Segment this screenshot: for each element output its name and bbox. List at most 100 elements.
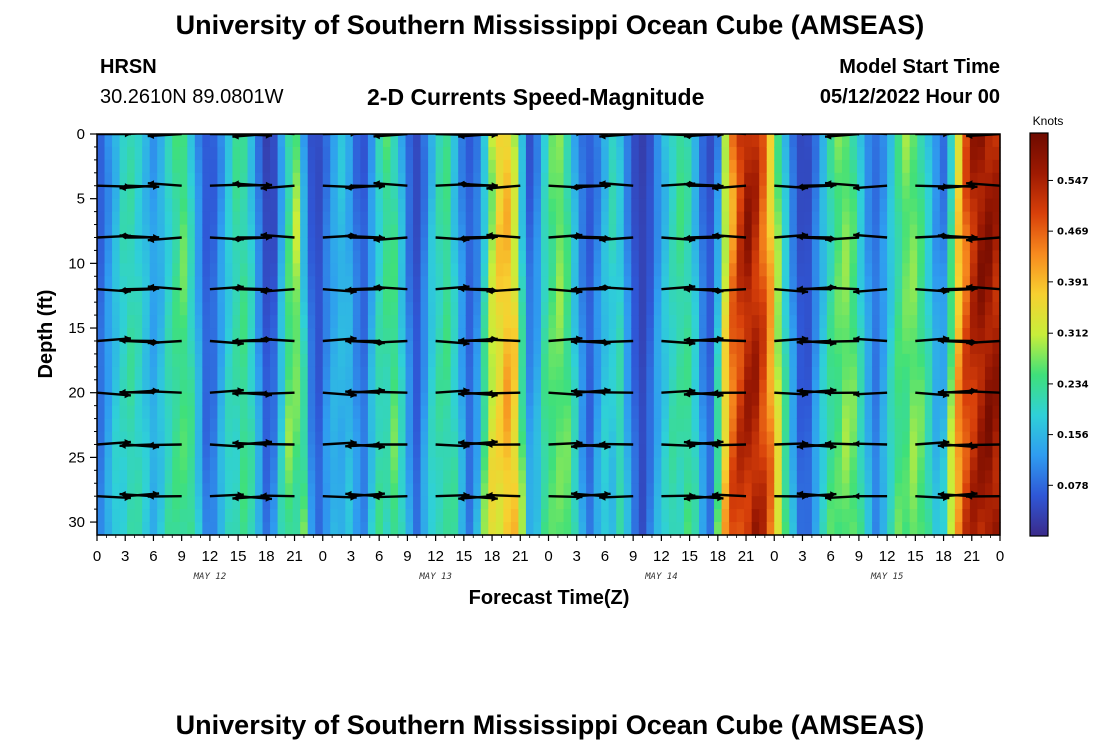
heatmap-cell [699, 224, 708, 239]
heatmap-cell [277, 340, 286, 355]
heatmap-cell [352, 379, 361, 394]
heatmap-cell [375, 405, 384, 420]
heatmap-cell [969, 444, 979, 458]
heatmap-cell [653, 159, 662, 174]
heatmap-cell [194, 457, 203, 471]
heatmap-cell [510, 276, 520, 290]
heatmap-cell [638, 146, 647, 161]
heatmap-cell [706, 289, 715, 303]
heatmap-cell [601, 470, 610, 484]
heatmap-cell [744, 522, 753, 536]
heatmap-cell [458, 315, 467, 329]
heatmap-cells [97, 134, 1001, 536]
heatmap-cell [593, 418, 602, 433]
heatmap-cell [706, 146, 715, 161]
heatmap-cell [849, 444, 858, 458]
heatmap-cell [360, 172, 369, 187]
heatmap-cell [849, 224, 858, 239]
heatmap-cell [676, 185, 685, 200]
heatmap-cell [563, 172, 572, 187]
heatmap-cell [450, 185, 459, 200]
heatmap-cell [164, 211, 173, 226]
heatmap-cell [127, 444, 136, 458]
heatmap-cell [638, 353, 647, 368]
heatmap-cell [443, 185, 452, 200]
heatmap-cell [729, 198, 738, 213]
heatmap-cell [714, 470, 723, 484]
heatmap-cell [239, 379, 249, 394]
heatmap-cell [330, 250, 339, 264]
heatmap-cell [841, 405, 851, 420]
heatmap-cell [322, 496, 331, 510]
heatmap-cell [804, 146, 813, 161]
heatmap-cell [826, 457, 836, 471]
heatmap-cell [977, 159, 986, 174]
heatmap-cell [563, 431, 572, 446]
heatmap-cell [631, 263, 640, 277]
heatmap-cell [699, 211, 708, 226]
heatmap-cell [969, 470, 979, 484]
heatmap-cell [525, 134, 535, 148]
heatmap-cell [631, 366, 640, 381]
heatmap-cell [586, 470, 595, 484]
heatmap-cell [714, 198, 723, 213]
heatmap-cell [578, 159, 587, 174]
heatmap-cell [789, 353, 798, 368]
heatmap-cell [947, 392, 956, 407]
heatmap-cell [172, 483, 181, 497]
heatmap-cell [849, 405, 858, 420]
heatmap-cell [315, 263, 324, 277]
heatmap-cell [601, 146, 610, 161]
heatmap-cell [706, 237, 715, 252]
heatmap-cell [172, 470, 181, 484]
heatmap-cell [826, 509, 836, 523]
heatmap-cell [164, 289, 173, 303]
heatmap-cell [706, 522, 715, 536]
heatmap-cell [382, 198, 392, 213]
heatmap-cell [428, 211, 437, 226]
heatmap-cell [420, 340, 429, 355]
heatmap-cell [586, 289, 595, 303]
heatmap-cell [841, 470, 851, 484]
heatmap-cell [382, 392, 392, 407]
heatmap-cell [488, 289, 497, 303]
heatmap-cell [879, 263, 888, 277]
heatmap-cell [202, 198, 211, 213]
x-tick-label: 12 [202, 548, 219, 565]
heatmap-cell [209, 289, 219, 303]
heatmap-cell [947, 250, 956, 264]
heatmap-cell [811, 172, 821, 187]
heatmap-cell [766, 379, 775, 394]
heatmap-cell [653, 224, 662, 239]
heatmap-cell [751, 340, 760, 355]
heatmap-cell [375, 146, 384, 161]
current-arrow [966, 283, 1000, 291]
heatmap-cell [179, 315, 188, 329]
heatmap-cell [774, 211, 783, 226]
heatmap-cell [495, 418, 504, 433]
heatmap-cell [450, 224, 459, 239]
heatmap-cell [616, 522, 625, 536]
heatmap-cell [119, 444, 128, 458]
heatmap-cell [187, 496, 196, 510]
heatmap-cell [947, 159, 956, 174]
heatmap-cell [992, 302, 1001, 316]
heatmap-cell [751, 159, 760, 174]
heatmap-cell [849, 302, 858, 316]
heatmap-cell [202, 224, 211, 239]
heatmap-cell [127, 185, 136, 200]
heatmap-cell [495, 392, 504, 407]
heatmap-cell [857, 276, 866, 290]
heatmap-cell [172, 276, 181, 290]
heatmap-cell [706, 431, 715, 446]
heatmap-cell [127, 237, 136, 252]
heatmap-cell [224, 185, 234, 200]
heatmap-cell [307, 496, 316, 510]
heatmap-cell [450, 457, 459, 471]
heatmap-cell [172, 392, 181, 407]
heatmap-cell [811, 405, 821, 420]
heatmap-cell [217, 444, 226, 458]
heatmap-cell [495, 185, 504, 200]
heatmap-cell [653, 211, 662, 226]
heatmap-cell [247, 276, 256, 290]
